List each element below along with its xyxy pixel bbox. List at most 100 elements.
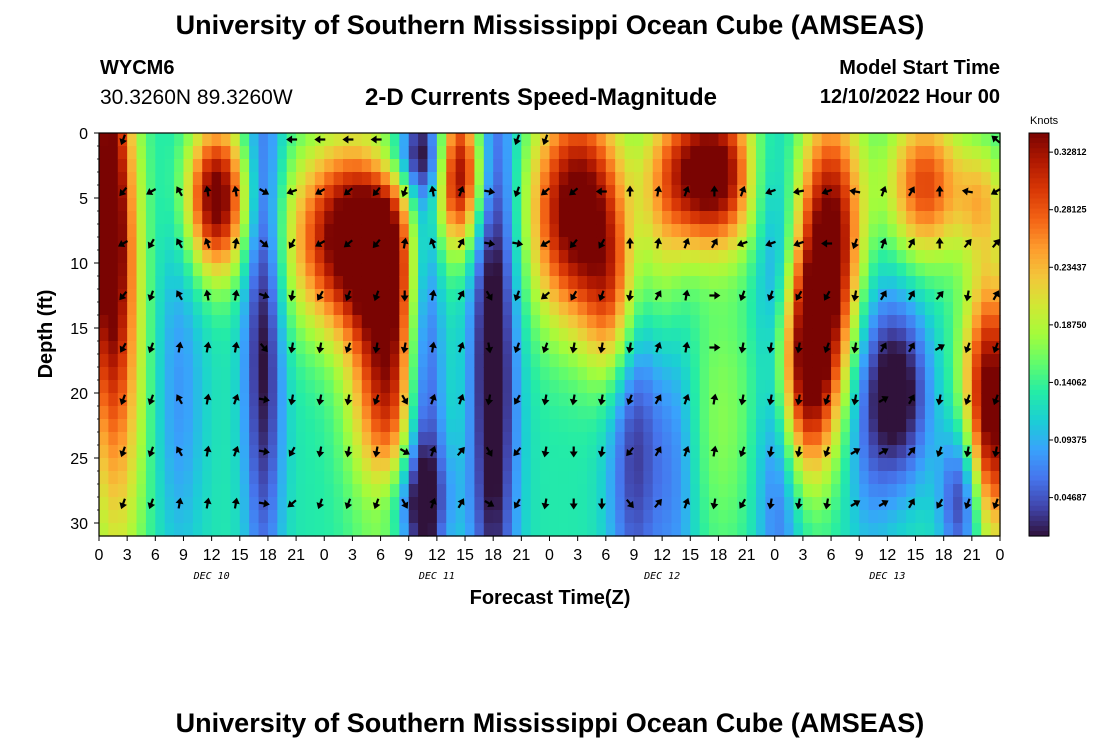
heatmap-cell bbox=[474, 289, 485, 303]
heatmap-cell bbox=[136, 497, 147, 511]
current-arrow bbox=[513, 290, 522, 302]
heatmap-cell bbox=[202, 198, 213, 212]
heatmap-cell bbox=[333, 237, 344, 251]
heatmap-cell bbox=[643, 328, 654, 342]
current-arrow bbox=[991, 238, 1000, 249]
heatmap-cell bbox=[718, 380, 729, 394]
heatmap-cell bbox=[99, 289, 109, 303]
x-tick-label: 18 bbox=[259, 547, 277, 564]
heatmap-cell bbox=[183, 471, 194, 485]
heatmap-cell bbox=[727, 406, 738, 420]
heatmap-cell bbox=[258, 133, 269, 147]
heatmap-cell bbox=[530, 419, 541, 433]
heatmap-cell bbox=[671, 354, 682, 368]
heatmap-cell bbox=[793, 198, 804, 212]
heatmap-cell bbox=[784, 198, 795, 212]
heatmap-cell bbox=[587, 380, 598, 394]
heatmap-cell bbox=[746, 354, 757, 368]
heatmap-cell bbox=[314, 380, 325, 394]
heatmap-cell bbox=[174, 432, 185, 446]
heatmap-cell bbox=[549, 133, 560, 147]
heatmap-cell bbox=[652, 315, 663, 329]
heatmap-cell bbox=[577, 198, 588, 212]
heatmap-cell bbox=[596, 471, 607, 485]
heatmap-cell bbox=[887, 458, 898, 472]
heatmap-cell bbox=[230, 510, 241, 524]
current-arrow bbox=[316, 446, 325, 458]
heatmap-cell bbox=[305, 198, 316, 212]
heatmap-cell bbox=[943, 484, 954, 498]
heatmap-cell bbox=[389, 211, 400, 225]
heatmap-cell bbox=[530, 380, 541, 394]
heatmap-cell bbox=[746, 341, 757, 355]
heatmap-cell bbox=[793, 523, 804, 537]
heatmap-cell bbox=[493, 341, 504, 355]
heatmap-cell bbox=[540, 380, 551, 394]
heatmap-cell bbox=[352, 458, 363, 472]
heatmap-cell bbox=[427, 354, 438, 368]
heatmap-cell bbox=[286, 419, 297, 433]
heatmap-cell bbox=[605, 250, 616, 264]
heatmap-cell bbox=[802, 263, 813, 277]
heatmap-cell bbox=[962, 250, 973, 264]
heatmap-cell bbox=[314, 172, 325, 186]
heatmap-cell bbox=[587, 445, 598, 459]
heatmap-cell bbox=[127, 289, 138, 303]
heatmap-cell bbox=[990, 484, 1001, 498]
current-arrow bbox=[147, 290, 156, 302]
heatmap-cell bbox=[549, 458, 560, 472]
heatmap-cell bbox=[877, 133, 888, 147]
heatmap-cell bbox=[831, 406, 842, 420]
heatmap-cell bbox=[164, 406, 175, 420]
heatmap-cell bbox=[305, 419, 316, 433]
current-arrow bbox=[709, 291, 721, 300]
heatmap-cell bbox=[953, 302, 964, 316]
heatmap-cell bbox=[540, 523, 551, 537]
heatmap-cell bbox=[249, 302, 260, 316]
heatmap-cell bbox=[314, 276, 325, 290]
heatmap-cell bbox=[868, 211, 879, 225]
heatmap-cell bbox=[802, 159, 813, 173]
heatmap-cell bbox=[737, 159, 748, 173]
heatmap-cell bbox=[221, 276, 231, 290]
heatmap-cell bbox=[333, 289, 344, 303]
heatmap-cell bbox=[446, 406, 457, 420]
heatmap-cell bbox=[746, 133, 757, 147]
heatmap-cell bbox=[343, 354, 354, 368]
heatmap-cell bbox=[164, 523, 175, 537]
heatmap-cell bbox=[192, 354, 203, 368]
heatmap-cell bbox=[774, 471, 785, 485]
heatmap-cell bbox=[915, 497, 926, 511]
heatmap-cell bbox=[840, 432, 851, 446]
heatmap-cell bbox=[211, 250, 222, 264]
current-arrow bbox=[794, 342, 803, 354]
heatmap-cell bbox=[596, 419, 607, 433]
heatmap-cell bbox=[887, 484, 898, 498]
heatmap-cell bbox=[192, 328, 203, 342]
heatmap-cell bbox=[108, 289, 119, 303]
heatmap-cell bbox=[840, 237, 851, 251]
heatmap-cell bbox=[774, 133, 785, 147]
heatmap-cell bbox=[718, 471, 729, 485]
heatmap-cell bbox=[540, 328, 551, 342]
heatmap-cell bbox=[99, 471, 109, 485]
heatmap-cell bbox=[230, 315, 241, 329]
heatmap-cell bbox=[324, 458, 335, 472]
heatmap-cell bbox=[127, 198, 138, 212]
heatmap-cell bbox=[971, 185, 982, 199]
heatmap-cell bbox=[136, 263, 147, 277]
heatmap-cell bbox=[821, 419, 832, 433]
heatmap-cell bbox=[896, 510, 907, 524]
heatmap-cell bbox=[680, 172, 691, 186]
heatmap-cell bbox=[305, 445, 316, 459]
heatmap-cell bbox=[530, 445, 541, 459]
heatmap-cell bbox=[990, 458, 1001, 472]
current-arrow bbox=[288, 238, 296, 249]
heatmap-cell bbox=[877, 380, 888, 394]
heatmap-cell bbox=[296, 458, 307, 472]
current-arrow bbox=[540, 240, 551, 247]
heatmap-cell bbox=[502, 380, 513, 394]
heatmap-cell bbox=[990, 263, 1001, 277]
heatmap-cell bbox=[765, 302, 776, 316]
heatmap-cell bbox=[455, 159, 466, 173]
